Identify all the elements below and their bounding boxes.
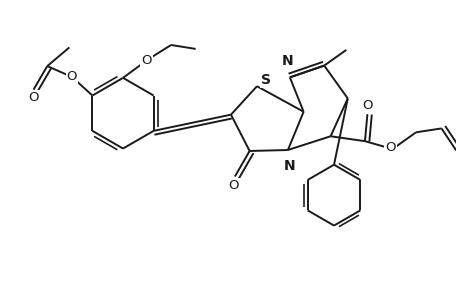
Text: S: S [260, 73, 270, 87]
Text: N: N [284, 159, 295, 173]
Text: N: N [281, 54, 293, 68]
Text: O: O [362, 99, 372, 112]
Text: O: O [228, 179, 239, 192]
Text: O: O [28, 91, 39, 104]
Text: O: O [141, 54, 151, 67]
Text: O: O [67, 70, 77, 83]
Text: O: O [384, 141, 395, 154]
